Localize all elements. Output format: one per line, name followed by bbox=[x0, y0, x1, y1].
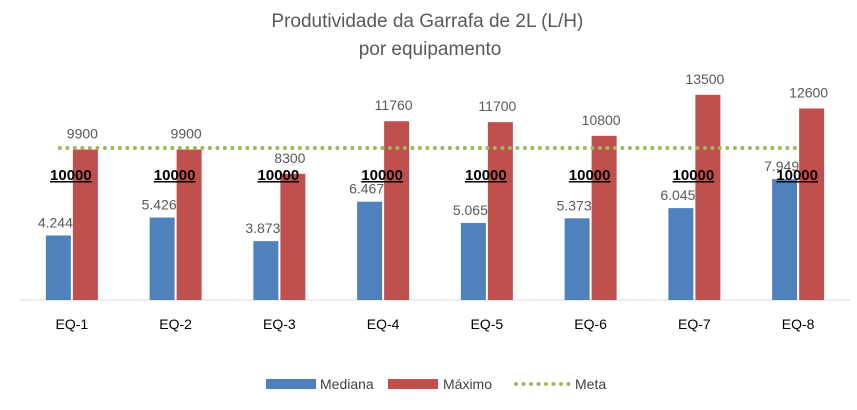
data-label-meta: 10000 bbox=[258, 167, 300, 184]
x-tick-label: EQ-2 bbox=[159, 316, 192, 332]
legend: Mediana Máximo Meta bbox=[266, 376, 606, 392]
bar-maximo bbox=[591, 135, 617, 300]
bar-mediana bbox=[45, 235, 71, 300]
x-tick-label: EQ-8 bbox=[782, 316, 815, 332]
bar-mediana bbox=[460, 223, 486, 300]
data-label-maximo: 13500 bbox=[685, 71, 724, 87]
legend-swatch-mediana bbox=[266, 379, 316, 389]
bar-maximo bbox=[695, 94, 721, 300]
data-label-meta: 10000 bbox=[154, 167, 196, 184]
data-label-meta: 10000 bbox=[673, 167, 715, 184]
bar-mediana bbox=[668, 208, 694, 300]
data-label-maximo: 9900 bbox=[67, 126, 98, 142]
data-label-mediana: 4.244 bbox=[38, 214, 73, 230]
data-label-meta: 10000 bbox=[776, 167, 818, 184]
data-label-maximo: 11760 bbox=[375, 97, 413, 113]
bar-mediana bbox=[772, 179, 798, 300]
data-label-meta: 10000 bbox=[569, 167, 611, 184]
x-tick-label: EQ-7 bbox=[678, 316, 711, 332]
x-tick-label: EQ-6 bbox=[574, 316, 607, 332]
bar-mediana bbox=[149, 217, 175, 300]
plot-area: EQ-1 4.244 9900 EQ-2 5.426 9900 EQ-3 3.873 8300 E… bbox=[20, 71, 850, 332]
data-label-maximo: 9900 bbox=[171, 126, 202, 142]
bar-mediana bbox=[564, 218, 590, 300]
data-label-meta: 10000 bbox=[361, 167, 403, 184]
data-label-maximo: 10800 bbox=[582, 112, 621, 128]
bar-mediana bbox=[253, 241, 279, 300]
bar-maximo bbox=[280, 173, 306, 300]
data-label-meta: 10000 bbox=[50, 167, 92, 184]
legend-label-meta: Meta bbox=[575, 376, 606, 392]
bar-maximo bbox=[799, 108, 825, 300]
bar-maximo bbox=[72, 149, 98, 300]
data-label-mediana: 6.045 bbox=[660, 187, 695, 203]
x-tick-label: EQ-3 bbox=[263, 316, 296, 332]
chart-title: Produtividade da Garrafa de 2L (L/H) por… bbox=[271, 11, 588, 60]
legend-label-maximo: Máximo bbox=[443, 376, 492, 392]
data-label-mediana: 5.426 bbox=[142, 197, 177, 213]
data-label-maximo: 8300 bbox=[274, 150, 305, 166]
bar-maximo bbox=[384, 121, 410, 300]
legend-label-mediana: Mediana bbox=[320, 376, 374, 392]
data-label-mediana: 5.065 bbox=[453, 202, 488, 218]
x-tick-label: EQ-1 bbox=[56, 316, 89, 332]
chart-title-line-1: Produtividade da Garrafa de 2L (L/H) bbox=[271, 11, 583, 32]
data-label-mediana: 5.373 bbox=[557, 197, 592, 213]
data-label-meta: 10000 bbox=[465, 167, 507, 184]
x-tick-label: EQ-4 bbox=[367, 316, 400, 332]
x-tick-label: EQ-5 bbox=[471, 316, 504, 332]
legend-swatch-maximo bbox=[388, 379, 438, 389]
data-label-mediana: 3.873 bbox=[245, 220, 280, 236]
bar-maximo bbox=[487, 122, 513, 300]
bar-maximo bbox=[176, 149, 202, 300]
bar-mediana bbox=[357, 201, 383, 300]
data-label-mediana: 7.949 bbox=[764, 158, 799, 174]
data-label-maximo: 11700 bbox=[478, 98, 516, 114]
data-label-mediana: 6.467 bbox=[349, 181, 384, 197]
data-label-maximo: 12600 bbox=[789, 84, 828, 100]
chart-subtitle: por equipamento bbox=[359, 39, 502, 60]
